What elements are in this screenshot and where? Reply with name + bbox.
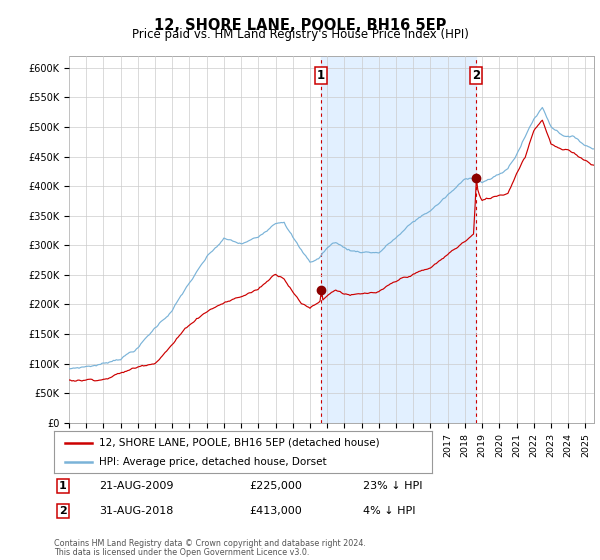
Text: 1: 1 — [59, 480, 67, 491]
Text: 1: 1 — [317, 69, 325, 82]
Text: 2: 2 — [472, 69, 481, 82]
Text: This data is licensed under the Open Government Licence v3.0.: This data is licensed under the Open Gov… — [54, 548, 310, 557]
Text: HPI: Average price, detached house, Dorset: HPI: Average price, detached house, Dors… — [100, 457, 327, 467]
Text: 12, SHORE LANE, POOLE, BH16 5EP: 12, SHORE LANE, POOLE, BH16 5EP — [154, 18, 446, 33]
Text: 31-AUG-2018: 31-AUG-2018 — [99, 506, 173, 516]
Text: 12, SHORE LANE, POOLE, BH16 5EP (detached house): 12, SHORE LANE, POOLE, BH16 5EP (detache… — [100, 437, 380, 447]
Text: 21-AUG-2009: 21-AUG-2009 — [99, 480, 173, 491]
Text: £413,000: £413,000 — [249, 506, 302, 516]
Text: £225,000: £225,000 — [249, 480, 302, 491]
Text: 2: 2 — [59, 506, 67, 516]
Text: 23% ↓ HPI: 23% ↓ HPI — [363, 480, 422, 491]
Bar — [321, 56, 476, 423]
Text: 4% ↓ HPI: 4% ↓ HPI — [363, 506, 415, 516]
Text: Contains HM Land Registry data © Crown copyright and database right 2024.: Contains HM Land Registry data © Crown c… — [54, 539, 366, 548]
Text: Price paid vs. HM Land Registry's House Price Index (HPI): Price paid vs. HM Land Registry's House … — [131, 28, 469, 41]
